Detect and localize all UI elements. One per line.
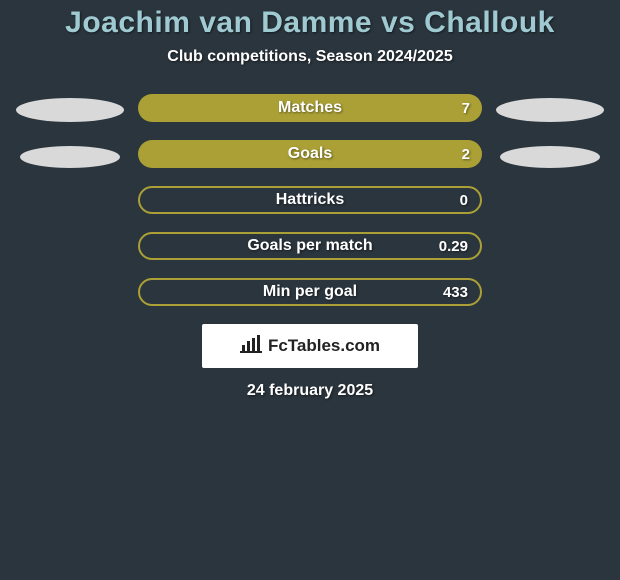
stat-bar-label: Hattricks	[140, 188, 480, 212]
stat-bar-value: 0	[460, 188, 468, 212]
watermark-text: FcTables.com	[268, 336, 380, 356]
left-ellipse	[16, 98, 124, 122]
stat-bar-value: 2	[462, 140, 470, 168]
stat-bars: Matches7Goals2Hattricks0Goals per match0…	[138, 94, 482, 306]
content-area: Matches7Goals2Hattricks0Goals per match0…	[0, 94, 620, 306]
left-player-shapes	[10, 94, 130, 168]
stat-bar-row: Goals per match0.29	[138, 232, 482, 260]
right-ellipse	[500, 146, 600, 168]
stat-bar-value: 7	[462, 94, 470, 122]
stat-bar-label: Goals per match	[140, 234, 480, 258]
date-line: 24 february 2025	[0, 382, 620, 400]
stat-bar-value: 0.29	[439, 234, 468, 258]
left-ellipse	[20, 146, 120, 168]
stat-bar-row: Hattricks0	[138, 186, 482, 214]
stat-bar-row: Matches7	[138, 94, 482, 122]
stat-bar-label: Goals	[138, 140, 482, 168]
right-ellipse	[496, 98, 604, 122]
stat-bar-label: Matches	[138, 94, 482, 122]
watermark-badge: FcTables.com	[202, 324, 418, 368]
stat-bar-value: 433	[443, 280, 468, 304]
stat-bar-row: Goals2	[138, 140, 482, 168]
page-subtitle: Club competitions, Season 2024/2025	[0, 48, 620, 66]
page-title: Joachim van Damme vs Challouk	[0, 0, 620, 40]
stat-bar-row: Min per goal433	[138, 278, 482, 306]
stat-bar-label: Min per goal	[140, 280, 480, 304]
comparison-infographic: Joachim van Damme vs Challouk Club compe…	[0, 0, 620, 580]
bar-chart-icon	[240, 335, 262, 358]
right-player-shapes	[490, 94, 610, 168]
